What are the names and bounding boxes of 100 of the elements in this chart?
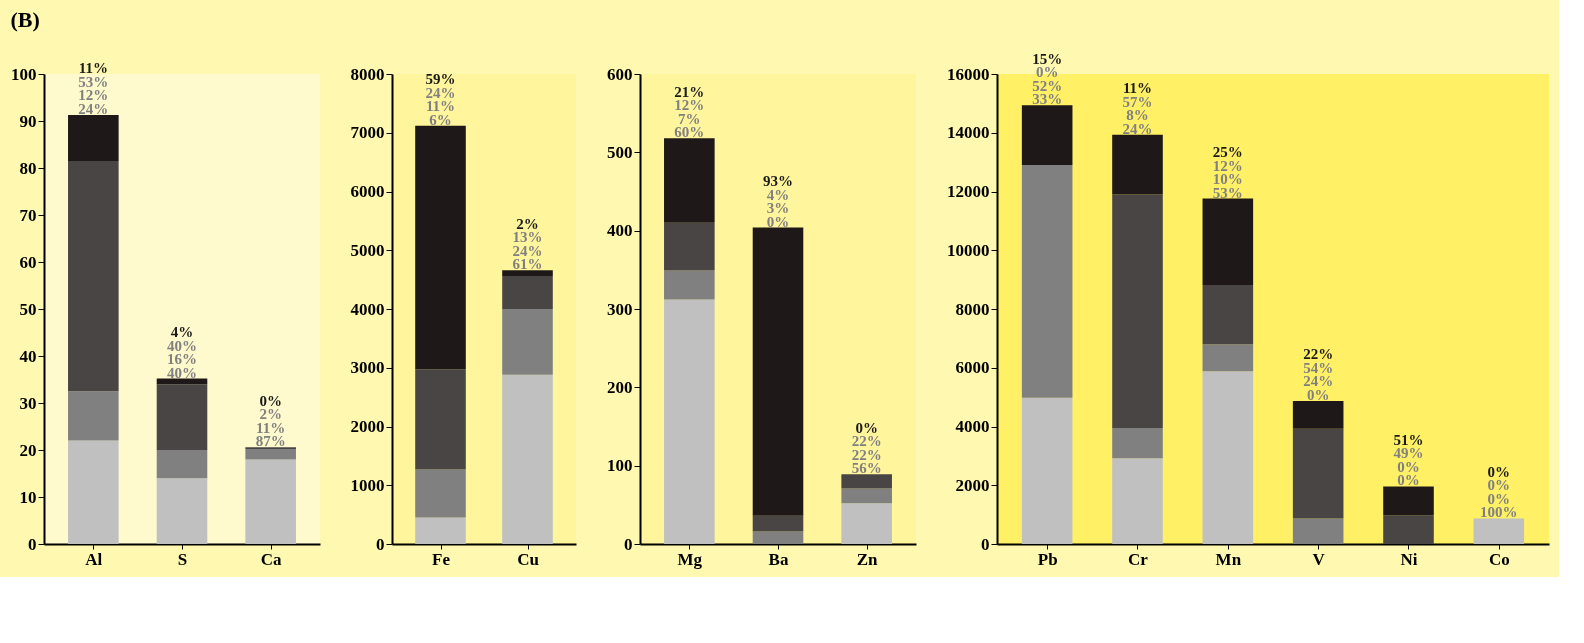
bar	[1112, 458, 1163, 544]
chart-title: (B)	[10, 6, 40, 32]
bar	[752, 531, 804, 544]
bar	[245, 449, 296, 460]
bar	[502, 276, 553, 309]
y-tick-label: 70	[19, 205, 37, 225]
y-tick-label: 300	[607, 299, 633, 319]
bar	[1202, 284, 1254, 345]
bar	[68, 114, 119, 161]
annotation: 15%	[1032, 50, 1063, 67]
x-tick-label: Ba	[768, 549, 789, 569]
bar	[841, 503, 892, 544]
x-tick-label: Cu	[517, 549, 539, 569]
annotation: 0%	[1397, 472, 1420, 489]
bar	[1202, 198, 1254, 285]
x-tick-label: S	[177, 549, 188, 569]
y-tick-label: 40	[19, 346, 37, 366]
bar	[415, 369, 466, 470]
bar	[752, 227, 804, 516]
bar	[1112, 194, 1163, 428]
annotation: 2%	[516, 215, 539, 232]
x-tick-label: Ca	[260, 549, 283, 569]
y-tick-label: 0	[624, 534, 633, 554]
bar	[502, 270, 553, 277]
bar	[1292, 518, 1344, 544]
y-tick-label: 600	[607, 64, 633, 84]
bar	[502, 309, 553, 375]
x-tick-label: V	[1312, 549, 1326, 569]
y-tick-label: 2000	[955, 475, 990, 495]
y-tick-label: 10000	[947, 240, 990, 260]
y-tick-label: 6000	[350, 182, 385, 201]
bar	[1292, 400, 1344, 429]
y-tick-label: 0	[981, 534, 990, 554]
x-tick-label: Zn	[856, 549, 879, 569]
bar	[1112, 427, 1163, 459]
y-tick-label: 16000	[947, 64, 990, 84]
x-tick-label: Fe	[432, 549, 451, 569]
y-tick-label: 100	[607, 456, 633, 476]
y-tick-label: 500	[607, 142, 633, 162]
bar	[415, 517, 466, 544]
y-tick-label: 80	[19, 158, 37, 178]
bar	[1202, 371, 1254, 544]
y-tick-label: 0	[376, 534, 385, 554]
bar	[1202, 344, 1254, 372]
annotation: 100%	[1480, 504, 1518, 521]
bar	[1473, 518, 1525, 544]
annotation: 56%	[851, 460, 882, 477]
bar	[245, 459, 296, 544]
y-tick-label: 100	[11, 64, 37, 84]
x-tick-label: Mn	[1215, 549, 1242, 569]
x-tick-label: Co	[1488, 549, 1510, 569]
bar	[68, 391, 119, 441]
bar	[1021, 397, 1073, 544]
bar	[156, 478, 208, 544]
bar	[1112, 134, 1163, 195]
annotation: 52%	[1032, 77, 1063, 94]
y-tick-label: 8000	[955, 299, 990, 319]
annotation: 60%	[674, 124, 705, 141]
annotation: 0%	[259, 392, 282, 409]
y-tick-label: 60	[19, 252, 37, 272]
annotation: 51%	[1393, 431, 1424, 448]
y-tick-label: 3000	[350, 358, 385, 378]
annotation: 33%	[1032, 91, 1063, 108]
y-tick-label: 14000	[947, 123, 990, 143]
bar	[68, 160, 119, 392]
bar	[156, 450, 208, 479]
y-tick-label: 2000	[350, 417, 385, 436]
bar	[664, 270, 715, 300]
annotation: 0%	[855, 419, 878, 436]
bar	[752, 515, 804, 532]
y-tick-label: 200	[607, 377, 633, 397]
bar	[68, 440, 119, 544]
y-tick-label: 400	[607, 221, 633, 241]
y-tick-label: 10	[19, 487, 37, 507]
y-tick-label: 6000	[955, 358, 990, 378]
bar	[1021, 105, 1073, 166]
y-tick-label: 5000	[350, 240, 385, 260]
bar	[415, 125, 466, 370]
bar	[664, 138, 715, 223]
y-tick-label: 7000	[350, 123, 385, 143]
y-tick-label: 4000	[350, 299, 385, 319]
y-tick-label: 50	[19, 299, 37, 319]
y-tick-label: 30	[19, 393, 37, 413]
bar	[664, 222, 715, 271]
annotation: 87%	[255, 433, 286, 450]
y-tick-label: 8000	[350, 64, 385, 84]
y-tick-label: 0	[28, 534, 37, 554]
x-tick-label: Ni	[1400, 549, 1418, 569]
x-tick-label: Pb	[1037, 549, 1058, 569]
y-tick-label: 90	[19, 111, 37, 131]
bar	[1383, 515, 1434, 544]
bar	[664, 299, 715, 544]
y-tick-label: 12000	[947, 182, 990, 201]
y-tick-label: 4000	[955, 417, 990, 436]
bar	[502, 374, 553, 544]
bar	[841, 488, 892, 504]
x-tick-label: Al	[85, 549, 103, 569]
x-tick-label: Mg	[677, 549, 703, 569]
bar	[1292, 428, 1344, 519]
bar	[841, 474, 892, 489]
